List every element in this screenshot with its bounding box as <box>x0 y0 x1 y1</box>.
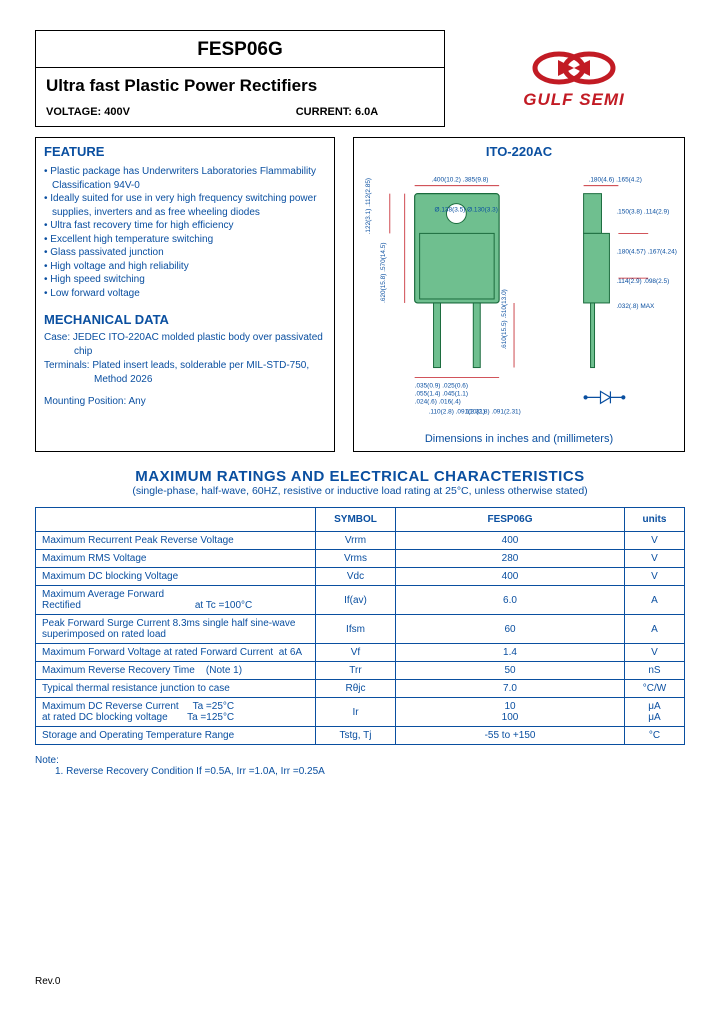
mech-mounting: Mounting Position: Any <box>44 395 326 409</box>
table-row: Maximum DC Reverse Current Ta =25°C at r… <box>36 698 685 727</box>
svg-text:.180(4.6) .165(4.2): .180(4.6) .165(4.2) <box>589 177 642 184</box>
svg-text:.400(10.2) .385(9.8): .400(10.2) .385(9.8) <box>432 177 489 184</box>
svg-text:Ø.138(3.5) Ø.130(3.3): Ø.138(3.5) Ø.130(3.3) <box>435 207 498 214</box>
feature-item: Ultra fast recovery time for high effici… <box>44 219 326 233</box>
col-param <box>36 508 316 532</box>
svg-text:.180(4.57) .167(4.24): .180(4.57) .167(4.24) <box>616 248 676 255</box>
feature-item: Plastic package has Underwriters Laborat… <box>44 165 326 192</box>
table-row: Storage and Operating Temperature RangeT… <box>36 727 685 745</box>
note-block: Note: 1. Reverse Recovery Condition If =… <box>35 755 685 777</box>
part-number: FESP06G <box>36 31 444 68</box>
table-row: Maximum DC blocking VoltageVdc400V <box>36 568 685 586</box>
product-subtitle: Ultra fast Plastic Power Rectifiers <box>36 68 444 102</box>
mech-case: Case: JEDEC ITO-220AC molded plastic bod… <box>44 331 326 359</box>
package-diagram-box: ITO-220AC <box>353 137 685 452</box>
note-text: 1. Reverse Recovery Condition If =0.5A, … <box>35 766 685 777</box>
logo-icon <box>519 48 629 88</box>
mech-terminals: Terminals: Plated insert leads, solderab… <box>44 359 326 387</box>
col-unit: units <box>625 508 685 532</box>
feature-box: FEATURE Plastic package has Underwriters… <box>35 137 335 452</box>
svg-text:.122(3.1) .112(2.85): .122(3.1) .112(2.85) <box>365 178 372 234</box>
ratings-subtitle: (single-phase, half-wave, 60HZ, resistiv… <box>35 485 685 497</box>
revision: Rev.0 <box>35 976 60 987</box>
feature-item: Excellent high temperature switching <box>44 233 326 247</box>
table-row: Maximum Forward Voltage at rated Forward… <box>36 644 685 662</box>
features-heading: FEATURE <box>44 144 326 159</box>
svg-text:.035(0.9) .025(0.6): .035(0.9) .025(0.6) <box>415 382 468 389</box>
svg-text:.110(2.8) .091(2.31): .110(2.8) .091(2.31) <box>464 408 520 415</box>
col-value: FESP06G <box>396 508 625 532</box>
ratings-table: SYMBOL FESP06G units Maximum Recurrent P… <box>35 507 685 745</box>
feature-item: Ideally suited for use in very high freq… <box>44 192 326 219</box>
svg-text:.032(.8) MAX: .032(.8) MAX <box>616 303 655 310</box>
table-row: Maximum RMS VoltageVrms280V <box>36 550 685 568</box>
title-box: FESP06G Ultra fast Plastic Power Rectifi… <box>35 30 445 127</box>
table-row: Maximum Average Forward Rectified at Tc … <box>36 586 685 615</box>
brand-text: GULF SEMI <box>523 90 625 110</box>
svg-text:.150(3.8) .114(2.9): .150(3.8) .114(2.9) <box>616 209 669 216</box>
feature-item: Glass passivated junction <box>44 246 326 260</box>
feature-item: Low forward voltage <box>44 287 326 301</box>
svg-text:.114(2.9) .098(2.5): .114(2.9) .098(2.5) <box>616 278 669 285</box>
current-spec: CURRENT: 6.0A <box>240 106 434 118</box>
features-list: Plastic package has Underwriters Laborat… <box>44 165 326 300</box>
svg-text:.620(15.8) .570(14.5): .620(15.8) .570(14.5) <box>380 242 387 302</box>
diagram-caption: Dimensions in inches and (millimeters) <box>360 433 678 445</box>
note-heading: Note: <box>35 755 685 766</box>
table-row: Maximum Reverse Recovery Time (Note 1)Tr… <box>36 662 685 680</box>
svg-text:.024(.6) .016(.4): .024(.6) .016(.4) <box>415 398 461 405</box>
col-symbol: SYMBOL <box>316 508 396 532</box>
ratings-title: MAXIMUM RATINGS AND ELECTRICAL CHARACTER… <box>35 468 685 485</box>
table-row: Typical thermal resistance junction to c… <box>36 680 685 698</box>
svg-text:.610(15.5) .510(13.0): .610(15.5) .510(13.0) <box>501 289 508 349</box>
mechanical-heading: MECHANICAL DATA <box>44 312 326 327</box>
svg-text:.055(1.4) .045(1.1): .055(1.4) .045(1.1) <box>415 390 468 397</box>
brand-logo: GULF SEMI <box>463 30 685 127</box>
table-row: Peak Forward Surge Current 8.3ms single … <box>36 615 685 644</box>
mechanical-body: Case: JEDEC ITO-220AC molded plastic bod… <box>44 331 326 409</box>
voltage-spec: VOLTAGE: 400V <box>46 106 240 118</box>
feature-item: High speed switching <box>44 273 326 287</box>
feature-item: High voltage and high reliability <box>44 260 326 274</box>
table-row: Maximum Recurrent Peak Reverse VoltageVr… <box>36 532 685 550</box>
diagram-title: ITO-220AC <box>360 144 678 159</box>
package-diagram: .400(10.2) .385(9.8) Ø.138(3.5) Ø.130(3.… <box>360 163 678 428</box>
